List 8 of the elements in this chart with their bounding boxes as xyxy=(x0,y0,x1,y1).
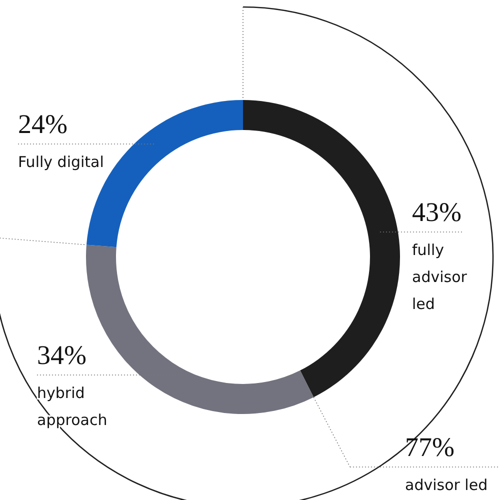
data-label: 43% xyxy=(412,197,462,227)
data-label: 24% xyxy=(18,109,68,139)
text: 77% xyxy=(405,432,454,462)
slice-label: fully advisor led xyxy=(412,241,468,313)
text: advisor led xyxy=(405,476,488,494)
donut-slice xyxy=(243,100,400,398)
slice-label: Fully digital xyxy=(18,153,104,171)
data-label: 34% xyxy=(37,340,86,370)
